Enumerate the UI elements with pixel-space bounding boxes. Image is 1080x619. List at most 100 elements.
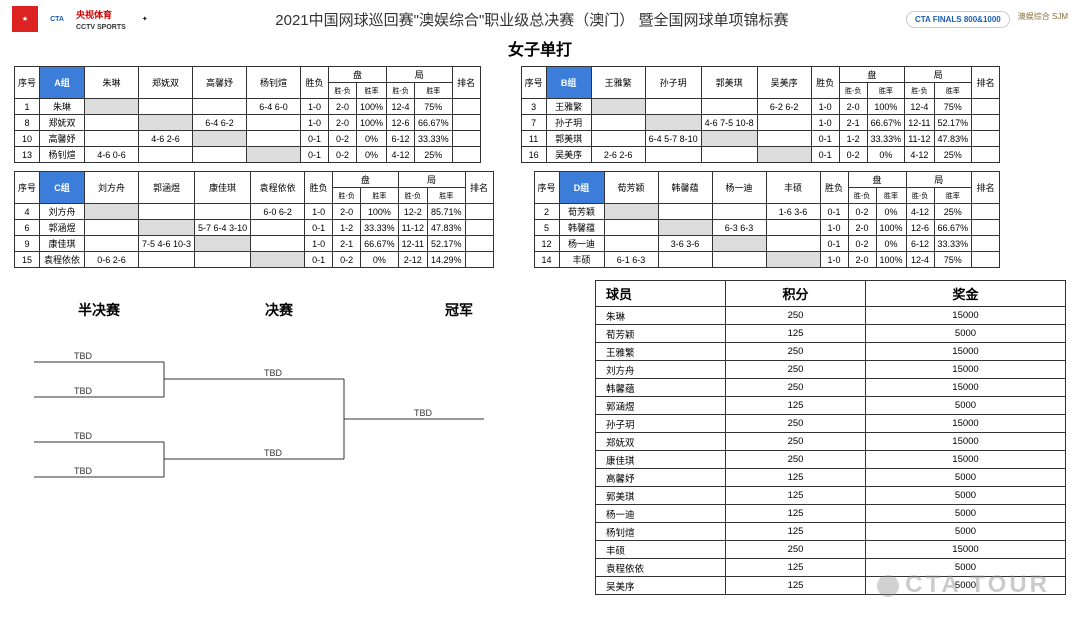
cell-score: [645, 99, 701, 115]
cell-seq: 9: [15, 236, 40, 252]
left-logos: ★ CTA 央视体育 CCTV SPORTS ✦: [12, 6, 158, 32]
cell-seq: 3: [521, 99, 546, 115]
cell-rank: [465, 236, 493, 252]
points-table: 球员 积分 奖金 朱琳25015000荀芳颖1255000王雅繁25015000…: [595, 280, 1066, 595]
points-cell-points: 250: [726, 415, 866, 433]
points-cell-points: 125: [726, 505, 866, 523]
cell-score: [658, 252, 712, 268]
cell-seq: 5: [534, 220, 559, 236]
points-col-player: 球员: [596, 281, 726, 307]
cell-score: [766, 220, 820, 236]
bracket-slot: TBD: [74, 431, 93, 441]
cell-jf: 12-2: [398, 204, 427, 220]
page-header: ★ CTA 央视体育 CCTV SPORTS ✦ 2021中国网球巡回赛"澳娱综…: [0, 0, 1080, 34]
cell-seq: 14: [534, 252, 559, 268]
cell-score: [85, 131, 139, 147]
cell-score: [139, 99, 193, 115]
bracket-slot: TBD: [414, 408, 433, 418]
cell-rank: [972, 204, 1000, 220]
cell-score: [591, 131, 645, 147]
col-rank: 排名: [452, 67, 480, 99]
cell-score: 5-7 6-4 3-10: [195, 220, 251, 236]
cell-score: [658, 204, 712, 220]
right-logos: CTA FINALS 800&1000 澳娱综合 SJM: [906, 11, 1068, 28]
col-player: 杨一迪: [712, 172, 766, 204]
col-seq: 序号: [15, 172, 40, 204]
cell-name: 朱琳: [40, 99, 85, 115]
cell-jl: 33.33%: [415, 131, 453, 147]
bracket-slot: TBD: [74, 386, 93, 396]
tournament-title: 2021中国网球巡回赛"澳娱综合"职业级总决赛（澳门） 暨全国网球单项锦标赛: [166, 9, 898, 30]
points-row: 荀芳颖1255000: [596, 325, 1066, 343]
points-cell-name: 郭美琪: [596, 487, 726, 505]
cell-jf: 12-6: [387, 115, 415, 131]
cell-score: [712, 252, 766, 268]
points-cell-prize: 5000: [866, 523, 1066, 541]
cell-wl: 1-0: [811, 115, 839, 131]
watermark: CTA TOUR: [877, 571, 1050, 599]
points-row: 康佳琪25015000: [596, 451, 1066, 469]
cell-jl: 75%: [415, 99, 453, 115]
cell-wl: 1-0: [305, 236, 333, 252]
cell-pf: 1-2: [333, 220, 361, 236]
cell-score: [757, 147, 811, 163]
cell-score: [591, 99, 645, 115]
group-row: 5韩馨蕴6-3 6-31-02-0100%12-666.67%: [534, 220, 1000, 236]
cell-pl: 0%: [876, 236, 906, 252]
cell-pl: 0%: [867, 147, 905, 163]
cell-wl: 0-1: [820, 204, 848, 220]
points-cell-name: 刘方舟: [596, 361, 726, 379]
cell-wl: 0-1: [305, 252, 333, 268]
cell-pf: 2-0: [329, 99, 357, 115]
group-row: 16吴美序2-6 2-60-10-20%4-1225%: [521, 147, 1000, 163]
points-cell-name: 吴美序: [596, 577, 726, 595]
cell-jf: 12-4: [387, 99, 415, 115]
col-player: 韩馨蕴: [658, 172, 712, 204]
cell-jf: 4-12: [906, 204, 934, 220]
col-pan-sf: 胜-负: [329, 83, 357, 99]
col-rank: 排名: [465, 172, 493, 204]
cell-jl: 25%: [934, 147, 972, 163]
col-player: 郭涵煜: [139, 172, 195, 204]
cell-rank: [452, 131, 480, 147]
points-cell-name: 荀芳颖: [596, 325, 726, 343]
cell-score: [247, 131, 301, 147]
cell-score: 4-6 2-6: [139, 131, 193, 147]
col-ju: 局: [387, 67, 453, 83]
cell-score: [591, 115, 645, 131]
cell-score: [139, 204, 195, 220]
cell-name: 杨一迪: [559, 236, 604, 252]
points-header-row: 球员 积分 奖金: [596, 281, 1066, 307]
cell-rank: [452, 147, 480, 163]
col-ju-sl: 胜率: [415, 83, 453, 99]
points-cell-name: 杨一迪: [596, 505, 726, 523]
points-cell-points: 250: [726, 379, 866, 397]
points-cell-points: 125: [726, 577, 866, 595]
col-pan: 盘: [333, 172, 399, 188]
bracket-slot: TBD: [74, 351, 93, 361]
cell-name: 孙子玥: [546, 115, 591, 131]
points-cell-name: 袁程依依: [596, 559, 726, 577]
cell-score: [195, 204, 251, 220]
cell-score: 4-6 0-6: [85, 147, 139, 163]
group-row: 10高馨妤4-6 2-60-10-20%6-1233.33%: [15, 131, 481, 147]
cell-rank: [465, 252, 493, 268]
col-ju-sl: 胜率: [934, 188, 972, 204]
cell-seq: 4: [15, 204, 40, 220]
groups-row-bottom: 序号C组刘方舟郭涵煜康佳琪袁程依依胜负盘局排名胜-负胜率胜-负胜率4刘方舟6-0…: [0, 171, 1080, 268]
points-cell-name: 杨钊煊: [596, 523, 726, 541]
cell-score: [139, 252, 195, 268]
points-cell-name: 康佳琪: [596, 451, 726, 469]
cell-score: [604, 204, 658, 220]
points-cell-points: 250: [726, 307, 866, 325]
points-cell-prize: 15000: [866, 361, 1066, 379]
cell-pl: 0%: [357, 147, 387, 163]
cell-jl: 33.33%: [934, 236, 972, 252]
col-ju-sf: 胜-负: [906, 188, 934, 204]
groups-row-top: 序号A组朱琳郑妩双高馨妤杨钊煊胜负盘局排名胜-负胜率胜-负胜率1朱琳6-4 6-…: [0, 66, 1080, 163]
cell-wl: 1-0: [811, 99, 839, 115]
cell-jl: 85.71%: [427, 204, 465, 220]
cell-jf: 12-4: [905, 99, 934, 115]
group-row: 11郭美琪6-4 5-7 8-100-11-233.33%11-1247.83%: [521, 131, 1000, 147]
group-label: C组: [40, 172, 85, 204]
